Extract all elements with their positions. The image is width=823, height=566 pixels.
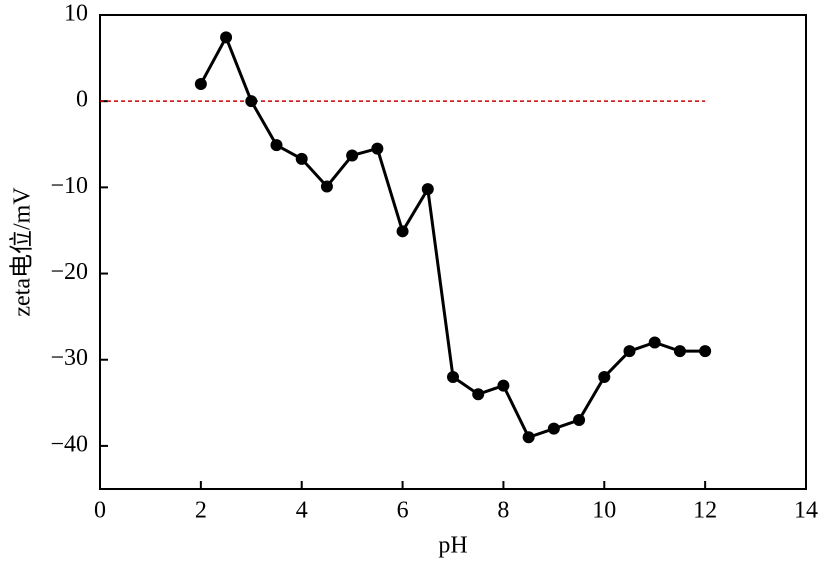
data-point [623, 345, 636, 358]
data-point [220, 31, 233, 44]
x-tick-label: 4 [296, 498, 308, 524]
y-tick-label: −40 [50, 431, 88, 457]
data-point [371, 142, 384, 155]
y-tick-label: −10 [50, 173, 88, 199]
data-point [295, 152, 308, 165]
data-point [497, 379, 510, 392]
data-point [547, 422, 560, 435]
data-point [270, 139, 283, 152]
data-point [396, 225, 409, 238]
x-axis-label: pH [438, 533, 467, 559]
y-tick-label: −20 [50, 259, 88, 285]
data-point [346, 149, 359, 162]
data-point [673, 345, 686, 358]
y-tick-label: −30 [50, 345, 88, 371]
data-point [245, 95, 258, 108]
x-tick-label: 2 [195, 498, 207, 524]
data-point [194, 77, 207, 90]
data-point [472, 388, 485, 401]
data-point [573, 414, 586, 427]
x-tick-label: 10 [592, 498, 616, 524]
y-tick-label: 10 [64, 1, 88, 27]
y-tick-label: 0 [76, 87, 88, 113]
x-tick-label: 12 [693, 498, 717, 524]
plot-frame [99, 14, 807, 490]
x-tick-label: 0 [94, 498, 106, 524]
data-point [699, 345, 712, 358]
data-point [522, 431, 535, 444]
data-point [447, 370, 459, 383]
x-tick-label: 6 [397, 498, 409, 524]
x-tick-label: 8 [497, 498, 509, 524]
x-tick-label: 14 [794, 498, 818, 524]
data-point [648, 336, 661, 349]
data-point [320, 180, 333, 193]
data-point [598, 370, 611, 383]
data-point [421, 183, 434, 196]
y-axis-label: zeta电位/mV [9, 187, 36, 317]
